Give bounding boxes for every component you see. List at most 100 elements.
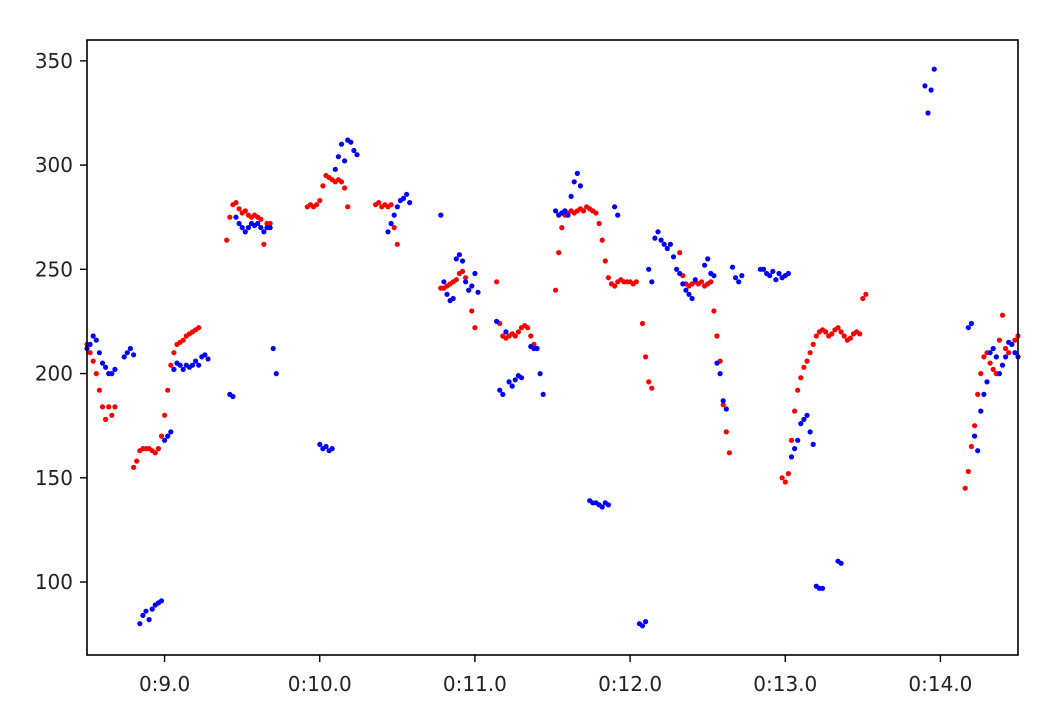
data-point xyxy=(124,350,130,356)
data-point xyxy=(711,308,717,314)
data-point xyxy=(813,333,819,339)
data-point xyxy=(469,283,475,289)
data-point xyxy=(968,443,975,450)
data-point xyxy=(643,619,649,625)
data-point xyxy=(1003,345,1009,352)
data-point xyxy=(404,191,410,197)
data-point xyxy=(996,371,1003,377)
data-point xyxy=(270,345,276,352)
x-axis: 0:9.0 0:10.0 0:11.0 0:12.0 0:13.0 0:14.0 xyxy=(139,655,972,696)
data-point xyxy=(242,229,248,235)
data-point xyxy=(664,245,670,252)
data-point xyxy=(810,441,816,447)
data-point xyxy=(1006,350,1012,356)
data-point xyxy=(180,366,186,372)
data-point xyxy=(987,350,993,356)
data-point xyxy=(702,262,708,268)
data-point xyxy=(785,270,792,277)
data-point xyxy=(103,364,109,370)
data-point xyxy=(388,220,394,227)
data-point xyxy=(103,416,109,422)
data-point xyxy=(165,387,171,393)
data-point xyxy=(810,341,816,347)
y-tick-label: 250 xyxy=(35,257,73,281)
data-point xyxy=(518,375,525,381)
data-point xyxy=(925,110,931,116)
data-point xyxy=(776,270,782,277)
data-point xyxy=(779,475,785,481)
data-point xyxy=(233,200,239,206)
data-point xyxy=(674,266,680,272)
data-point xyxy=(720,398,726,404)
data-point xyxy=(245,225,251,231)
data-point xyxy=(680,281,686,287)
data-point xyxy=(599,504,605,510)
x-tick-label: 0:14.0 xyxy=(908,672,972,696)
data-point xyxy=(202,352,208,358)
data-point xyxy=(736,279,742,285)
data-point xyxy=(1003,354,1009,360)
data-point xyxy=(798,421,804,427)
data-point xyxy=(540,391,546,397)
data-point xyxy=(553,208,559,214)
y-axis: 100 150 200 250 300 350 xyxy=(35,49,87,594)
data-point xyxy=(577,183,584,189)
y-tick-label: 200 xyxy=(35,362,73,386)
data-point xyxy=(798,375,804,381)
data-point xyxy=(962,485,968,491)
data-point xyxy=(972,433,978,439)
data-point xyxy=(459,268,466,274)
data-point xyxy=(177,362,183,368)
data-point xyxy=(441,279,447,285)
data-point xyxy=(96,350,102,356)
data-point xyxy=(633,279,639,285)
data-point xyxy=(987,360,993,366)
data-point xyxy=(127,345,133,352)
data-point xyxy=(162,437,168,443)
data-point xyxy=(146,617,152,623)
data-point xyxy=(450,295,456,302)
data-point xyxy=(612,204,618,210)
data-point xyxy=(515,329,522,335)
data-point xyxy=(233,214,239,220)
data-point xyxy=(981,354,987,360)
data-point xyxy=(242,208,248,214)
data-point xyxy=(189,362,196,368)
data-point xyxy=(689,295,695,302)
data-point xyxy=(714,333,720,339)
data-point xyxy=(444,291,450,297)
data-point xyxy=(385,229,391,235)
data-point xyxy=(239,225,245,231)
data-point xyxy=(143,608,149,614)
data-point xyxy=(196,362,202,368)
data-point xyxy=(323,443,329,450)
data-point xyxy=(525,325,531,331)
data-point xyxy=(391,212,397,218)
data-point xyxy=(792,446,798,452)
data-point xyxy=(649,385,655,391)
data-point xyxy=(559,225,565,231)
data-point xyxy=(990,366,996,372)
data-point xyxy=(667,241,674,247)
y-tick-label: 300 xyxy=(35,153,73,177)
data-point xyxy=(236,220,242,227)
data-point xyxy=(723,429,729,435)
data-point xyxy=(93,337,99,343)
y-tick-label: 150 xyxy=(35,466,73,490)
data-point xyxy=(615,212,621,218)
data-point xyxy=(773,277,779,283)
data-point xyxy=(96,387,102,393)
data-point xyxy=(788,454,795,460)
data-point xyxy=(999,312,1006,318)
data-point xyxy=(90,333,96,339)
data-point xyxy=(348,139,354,145)
data-point xyxy=(841,333,847,339)
data-point xyxy=(99,404,106,410)
data-point xyxy=(711,273,717,279)
data-point xyxy=(829,331,835,337)
data-point xyxy=(677,250,683,256)
data-point xyxy=(652,235,658,241)
data-point xyxy=(804,358,810,364)
